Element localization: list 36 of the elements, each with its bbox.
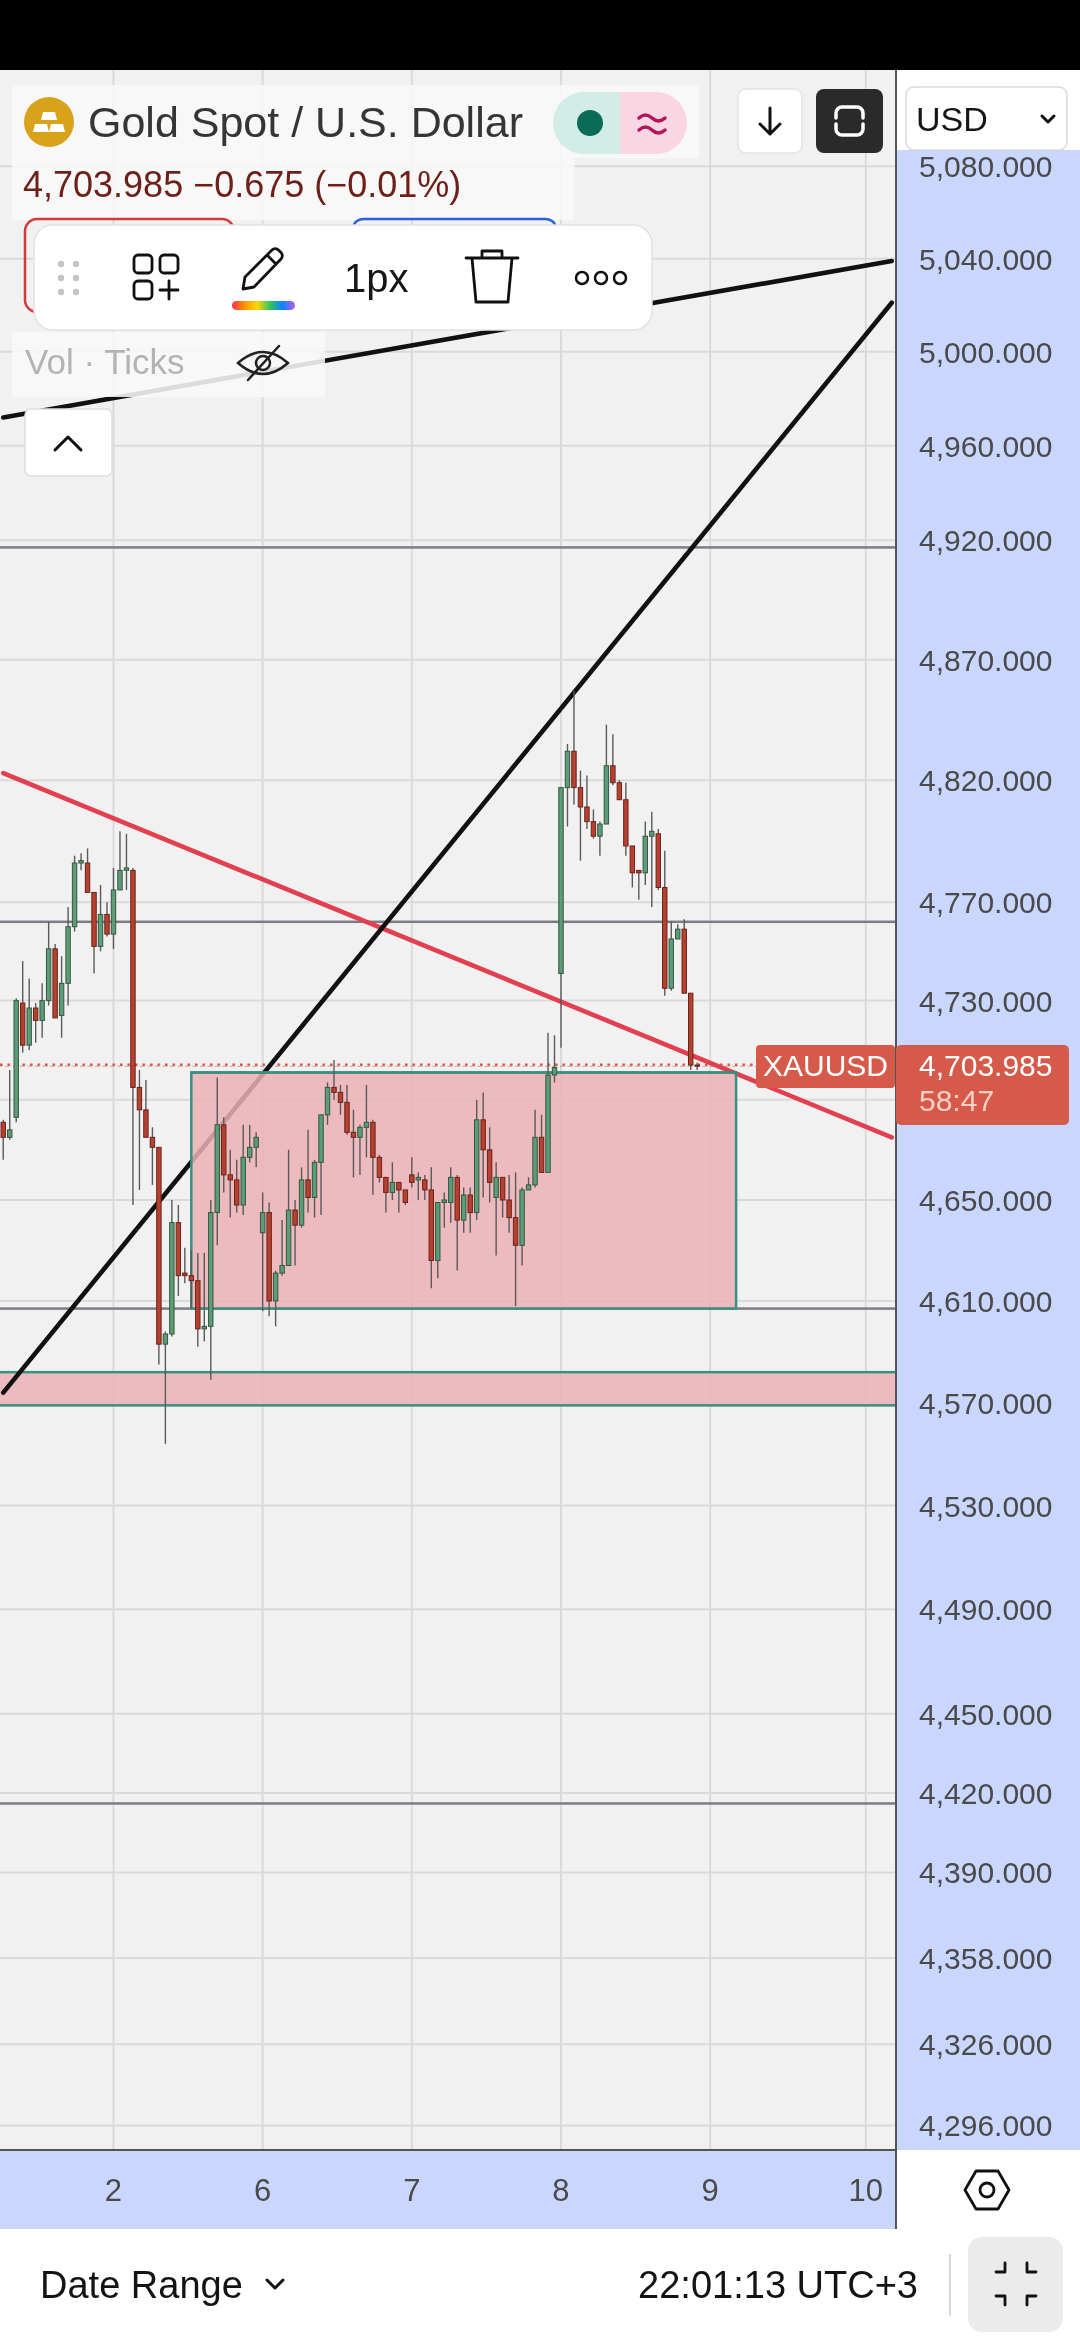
x-tick-label: 2 [104,2172,123,2208]
y-tick-label: 4,610.000 [919,1284,1053,1318]
text: Gold Spot / U.S. Dollar [88,98,523,146]
text: 4,703.985 [919,1049,1053,1083]
ref-line-label: XAUUSD [762,1049,889,1083]
y-tick-label: 4,770.000 [919,885,1053,919]
y-tick-label: 4,296.000 [919,2108,1053,2142]
y-tick-label: 5,040.000 [919,242,1053,276]
annotation: 1px [344,256,409,300]
text: 58:47 [919,1084,995,1118]
x-tick-label: 6 [254,2172,272,2208]
annotation: Vol · Ticks [25,342,185,381]
text: USD [916,100,988,138]
y-tick-label: 4,820.000 [919,763,1053,797]
y-tick-label: 4,730.000 [919,984,1053,1018]
x-tick-label: 10 [848,2172,884,2208]
y-tick-label: 4,420.000 [919,1776,1053,1810]
y-tick-label: 4,358.000 [919,1941,1053,1975]
y-tick-label: 4,960.000 [919,429,1053,463]
x-tick-label: 8 [552,2172,570,2208]
y-tick-label: 5,080.000 [919,149,1053,183]
y-tick-label: 4,530.000 [919,1489,1053,1523]
text: 4,703.985 −0.675 (−0.01%) [23,164,462,205]
y-tick-label: 4,870.000 [919,643,1053,677]
y-tick-label: 5,000.000 [919,335,1053,369]
text: Date Range [40,2264,243,2306]
text: 22:01:13 UTC+3 [638,2264,918,2306]
y-tick-label: 4,490.000 [919,1592,1053,1626]
y-tick-label: 4,326.000 [919,2027,1053,2061]
y-tick-label: 4,650.000 [919,1183,1053,1217]
x-tick-label: 9 [701,2172,719,2208]
y-tick-label: 4,920.000 [919,523,1053,557]
y-tick-label: 4,390.000 [919,1856,1053,1889]
y-tick-label: 4,450.000 [919,1697,1053,1731]
y-tick-label: 4,570.000 [919,1386,1053,1420]
x-tick-label: 7 [403,2172,421,2208]
